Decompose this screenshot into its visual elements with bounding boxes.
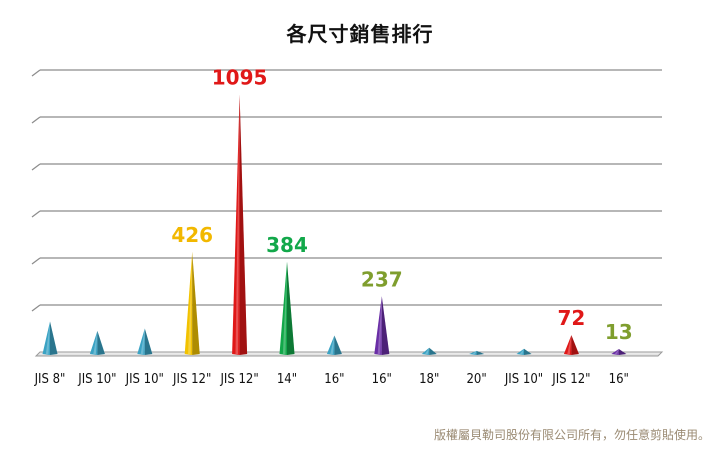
x-tick-label-1: JIS 10" — [77, 372, 116, 387]
data-label-5: 384 — [266, 233, 308, 257]
bar-2 — [137, 328, 153, 355]
bar-face-right — [476, 350, 485, 355]
bar-11 — [563, 335, 579, 355]
x-tick-label-3: JIS 12" — [172, 372, 211, 387]
data-label-4: 1095 — [212, 66, 268, 90]
x-tick-label-12: 16" — [609, 372, 629, 387]
bar-6 — [326, 335, 342, 355]
bar-4 — [232, 94, 248, 356]
bar-shade — [618, 348, 627, 355]
gridlines — [31, 69, 662, 312]
bar-12 — [611, 348, 627, 355]
bar-shade — [334, 335, 342, 355]
bar-face-left — [137, 328, 145, 355]
gridline-depth-0 — [31, 304, 41, 312]
gridline-depth-1 — [31, 257, 41, 265]
bar-face-right — [97, 330, 105, 355]
bar-8 — [421, 347, 437, 355]
bar-face-right — [334, 335, 342, 355]
bar-highlight — [425, 347, 430, 354]
x-tick-label-0: JIS 8" — [34, 372, 66, 387]
bar-face-left — [421, 347, 430, 355]
data-label-11: 72 — [557, 306, 585, 330]
chart-series — [42, 94, 627, 356]
bar-shade — [381, 296, 390, 355]
bar-face-right — [239, 94, 248, 356]
chart-title: 各尺寸銷售排行 — [286, 22, 434, 46]
bar-face-right — [618, 348, 627, 355]
data-labels: 426 1095 384 237 72 13 — [171, 66, 632, 344]
data-label-12: 13 — [605, 320, 633, 344]
bar-7 — [374, 296, 390, 355]
data-label-3: 426 — [171, 223, 213, 247]
x-tick-label-8: 18" — [419, 372, 439, 387]
bar-face-left — [184, 251, 193, 355]
x-tick-label-5: 14" — [277, 372, 297, 387]
bar-face-right — [381, 296, 390, 355]
bar-face-right — [429, 347, 437, 355]
bar-1 — [89, 330, 105, 355]
x-tick-label-9: 20" — [466, 372, 486, 387]
bar-face-right — [50, 321, 58, 355]
bar-face-left — [611, 348, 619, 355]
bar-face-left — [374, 296, 382, 355]
bar-shade — [524, 348, 532, 355]
gridline-depth-2 — [31, 210, 41, 218]
x-tick-label-7: 16" — [372, 372, 392, 387]
bar-highlight — [519, 348, 524, 354]
bar-highlight — [140, 328, 145, 354]
gridline-depth-5 — [31, 69, 41, 77]
bar-highlight — [45, 321, 50, 354]
x-tick-label-2: JIS 10" — [125, 372, 164, 387]
bar-10 — [516, 348, 532, 355]
x-tick-label-11: JIS 12" — [551, 372, 590, 387]
bar-face-left — [326, 335, 335, 355]
bar-shade — [571, 335, 579, 355]
x-axis-tick-labels: JIS 8" JIS 10" JIS 10" JIS 12" JIS 12" 14" 16"… — [34, 372, 629, 387]
bar-highlight — [567, 335, 572, 354]
bar-highlight — [472, 350, 477, 354]
bar-face-left — [279, 261, 287, 355]
copyright-notice: 版權屬貝勒司股份有限公司所有，勿任意剪貼使用。 — [433, 428, 710, 442]
bar-highlight — [614, 348, 619, 354]
bar-shade — [50, 321, 58, 355]
bar-shade — [239, 94, 248, 356]
bar-face-left — [232, 94, 240, 356]
bar-shade — [287, 261, 295, 355]
bar-face-right — [192, 251, 200, 355]
bar-face-left — [516, 348, 524, 355]
data-label-7: 237 — [361, 267, 403, 291]
bar-0 — [42, 321, 58, 355]
bar-shade — [429, 347, 437, 355]
bar-shade — [97, 330, 105, 355]
bar-shade — [192, 251, 200, 355]
bar-highlight — [377, 296, 382, 354]
x-tick-label-4: JIS 12" — [219, 372, 258, 387]
bar-face-left — [89, 330, 98, 355]
bar-9 — [469, 350, 485, 355]
bar-face-right — [571, 335, 579, 355]
bar-face-right — [144, 328, 153, 355]
bar-face-left — [42, 321, 50, 355]
bar-face-right — [287, 261, 295, 355]
bar-highlight — [330, 335, 335, 354]
bar-highlight — [188, 251, 193, 354]
bar-shade — [144, 328, 153, 355]
bar-highlight — [235, 94, 240, 355]
gridline-depth-4 — [31, 116, 41, 124]
bar-face-right — [524, 348, 532, 355]
bar-shade — [476, 350, 485, 355]
x-tick-label-10: JIS 10" — [504, 372, 543, 387]
bar-highlight — [93, 330, 98, 354]
gridline-depth-3 — [31, 163, 41, 171]
bar-5 — [279, 261, 295, 355]
bar-highlight — [282, 261, 287, 354]
bar-face-left — [563, 335, 572, 355]
bar-face-left — [469, 350, 477, 355]
x-tick-label-6: 16" — [324, 372, 344, 387]
bar-3 — [184, 251, 200, 355]
